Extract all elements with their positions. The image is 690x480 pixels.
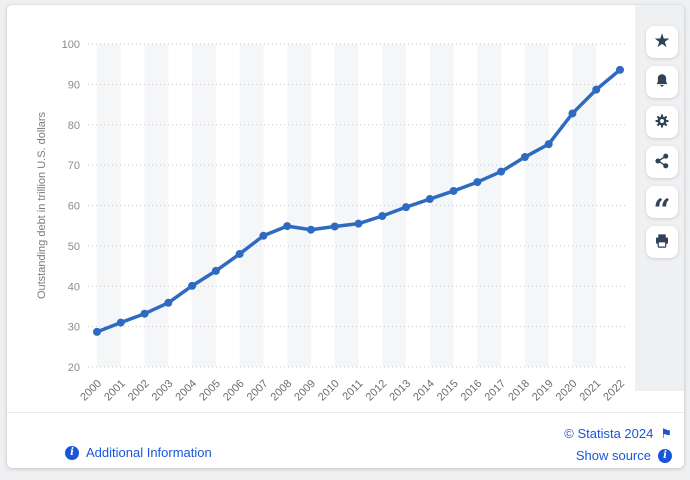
x-tick-label: 2015 — [435, 378, 461, 404]
x-tick-label: 2006 — [221, 378, 247, 404]
column-band — [477, 44, 502, 367]
data-point[interactable] — [402, 203, 411, 212]
data-point[interactable] — [188, 281, 197, 290]
x-tick-label: 2013 — [387, 378, 413, 404]
x-tick-label: 2021 — [578, 378, 604, 404]
statista-copyright-link[interactable]: © Statista 2024 ⚑ — [564, 426, 672, 441]
y-tick-label: 90 — [68, 79, 80, 91]
x-tick-label: 2004 — [173, 378, 199, 404]
gear-icon — [653, 112, 671, 133]
column-band — [287, 44, 311, 367]
additional-information-link[interactable]: i Additional Information — [65, 445, 212, 460]
data-point[interactable] — [306, 225, 315, 234]
data-point[interactable] — [164, 298, 173, 307]
x-tick-label: 2008 — [269, 378, 295, 404]
y-axis-title: Outstanding debt in trillion U.S. dollar… — [36, 111, 48, 299]
x-tick-label: 2020 — [554, 378, 580, 404]
x-tick-label: 2009 — [292, 378, 318, 404]
y-tick-label: 60 — [68, 201, 80, 213]
x-tick-label: 2005 — [197, 378, 223, 404]
printer-icon — [653, 232, 671, 253]
print-button[interactable] — [646, 226, 678, 258]
x-tick-label: 2002 — [126, 378, 152, 404]
x-tick-label: 2001 — [102, 378, 128, 404]
data-point[interactable] — [616, 65, 624, 74]
data-point[interactable] — [473, 178, 482, 187]
x-tick-label: 2017 — [482, 378, 508, 404]
x-tick-label: 2000 — [78, 378, 104, 404]
x-tick-label: 2018 — [506, 378, 532, 404]
data-point[interactable] — [93, 327, 101, 336]
data-point[interactable] — [283, 222, 292, 231]
column-band — [334, 44, 359, 367]
y-tick-label: 20 — [68, 362, 80, 374]
x-tick-label: 2012 — [364, 378, 390, 404]
line-chart: 2030405060708090100200020012002200320042… — [36, 39, 627, 404]
x-tick-label: 2007 — [245, 378, 271, 404]
footer-divider — [7, 412, 684, 413]
x-tick-label: 2014 — [411, 378, 437, 404]
data-point[interactable] — [544, 140, 553, 149]
column-band — [192, 44, 216, 367]
data-point[interactable] — [140, 309, 149, 318]
y-tick-label: 30 — [68, 322, 80, 334]
data-point[interactable] — [235, 249, 244, 258]
favorite-button[interactable]: ★ — [646, 26, 678, 58]
data-point[interactable] — [259, 231, 268, 240]
footer-right-links: © Statista 2024 ⚑ Show source i — [564, 426, 672, 463]
data-point[interactable] — [378, 211, 387, 220]
settings-button[interactable] — [646, 106, 678, 138]
x-tick-label: 2011 — [340, 378, 365, 403]
data-point[interactable] — [330, 222, 339, 231]
show-source-label: Show source — [575, 448, 651, 463]
column-band — [239, 44, 264, 367]
chart-card: 20 30 40 50 60 70 80 90 100 2000 2001 2002 2003 2004 2… — [7, 5, 684, 468]
toolbar: ★ — [635, 5, 684, 391]
data-point[interactable] — [520, 153, 529, 162]
star-icon: ★ — [653, 30, 671, 52]
x-tick-label: 2022 — [601, 378, 627, 404]
y-tick-label: 50 — [68, 241, 80, 253]
additional-information-label: Additional Information — [86, 445, 212, 460]
copyright-label: © Statista 2024 — [564, 426, 654, 441]
y-tick-label: 80 — [68, 120, 80, 132]
x-tick-label: 2010 — [316, 378, 342, 404]
y-tick-label: 40 — [68, 281, 80, 293]
data-point[interactable] — [497, 167, 506, 176]
column-band — [429, 44, 454, 367]
data-point[interactable] — [592, 85, 601, 94]
notifications-button[interactable] — [646, 66, 678, 98]
share-button[interactable] — [646, 146, 678, 178]
flag-icon: ⚑ — [660, 426, 672, 441]
data-point[interactable] — [568, 109, 577, 118]
x-tick-label: 2019 — [530, 378, 556, 404]
y-tick-label: 70 — [68, 160, 80, 172]
data-point[interactable] — [211, 266, 220, 275]
info-icon: i — [658, 448, 672, 463]
data-point[interactable] — [449, 186, 458, 195]
bell-icon — [653, 72, 671, 93]
info-icon: i — [65, 445, 79, 460]
share-icon — [653, 152, 671, 173]
show-source-link[interactable]: Show source i — [576, 448, 672, 463]
data-point[interactable] — [425, 195, 434, 204]
y-tick-label: 100 — [62, 39, 80, 51]
cite-button[interactable]: “ — [646, 186, 678, 226]
x-tick-label: 2003 — [150, 378, 176, 404]
x-tick-label: 2016 — [459, 378, 485, 404]
data-point[interactable] — [116, 318, 125, 327]
data-point[interactable] — [354, 219, 363, 228]
